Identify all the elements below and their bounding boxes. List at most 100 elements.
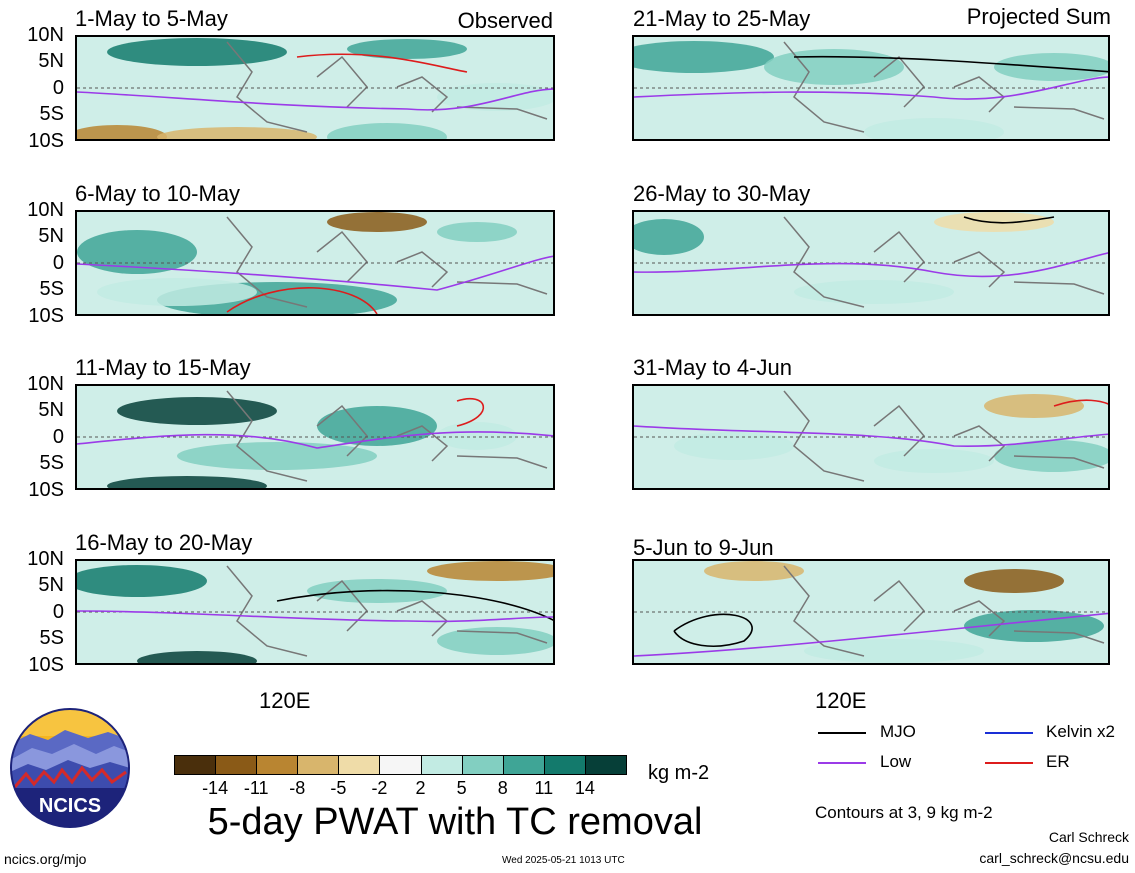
field-anomaly-blob <box>107 476 267 488</box>
field-anomaly-blob <box>994 440 1108 472</box>
colorbar-swatch <box>297 755 340 775</box>
field-anomaly-blob <box>984 394 1084 418</box>
author-email: carl_schreck@ncsu.edu <box>979 850 1129 866</box>
colorbar-swatch <box>502 755 545 775</box>
y-tick-label: 10N <box>27 373 64 395</box>
coastline <box>783 41 1105 133</box>
wave-contour <box>77 88 553 111</box>
colorbar: -14 -11 -8 -5 -2 2 5 8 11 14 <box>174 755 627 805</box>
y-tick-label: 10S <box>28 130 64 152</box>
y-tick-label: 10N <box>27 199 64 221</box>
field-anomaly-blob <box>97 278 257 306</box>
colorbar-swatch <box>174 755 217 775</box>
colorbar-level-label: 5 <box>456 778 467 798</box>
colorbar-swatch <box>338 755 381 775</box>
field-anomaly-blob <box>704 561 804 581</box>
colorbar-swatch <box>379 755 422 775</box>
author-name: Carl Schreck <box>1048 829 1129 845</box>
x-label-right: 120E <box>815 688 867 713</box>
legend-swatch-low <box>818 762 866 764</box>
colorbar-level-label: 2 <box>415 778 426 798</box>
panel-title-4: 16-May to 20-May <box>75 530 253 555</box>
field-anomaly-blob <box>437 422 517 450</box>
coastline <box>783 390 1105 482</box>
pwat-field <box>634 37 1108 139</box>
field-anomaly-blob <box>437 627 553 655</box>
wave-contour <box>226 287 378 314</box>
colorbar-swatch <box>543 755 586 775</box>
y-tick-label: 0 <box>52 77 64 99</box>
field-anomaly-blob <box>634 41 774 73</box>
panel-title-1: 1-May to 5-May <box>75 6 228 31</box>
panel-observed-4 <box>75 559 555 665</box>
colorbar-level-label: -2 <box>371 778 388 798</box>
wave-contour <box>793 55 1108 73</box>
field-anomaly-blob <box>804 639 984 663</box>
logo-text: NCICS <box>39 795 101 817</box>
field-anomaly-blob <box>157 127 317 139</box>
panel-observed-3 <box>75 384 555 490</box>
legend-label-er: ER <box>1046 752 1070 771</box>
wave-contour <box>296 53 468 73</box>
pwat-field <box>634 386 1108 488</box>
wave-contour <box>634 425 1108 448</box>
panel-title-7: 31-May to 4-Jun <box>633 355 792 380</box>
y-tick-label: 5N <box>38 50 64 72</box>
timestamp: Wed 2025-05-21 1013 UTC <box>502 855 625 866</box>
field-anomaly-blob <box>864 118 1004 139</box>
field-anomaly-blob <box>77 565 207 597</box>
field-anomaly-blob <box>964 569 1064 593</box>
coastline <box>226 41 548 133</box>
panel-title-8: 5-Jun to 9-Jun <box>633 535 774 560</box>
field-anomaly-blob <box>117 397 277 425</box>
field-anomaly-blob <box>327 212 427 232</box>
coastline <box>226 216 548 308</box>
pwat-field <box>77 37 553 139</box>
y-tick-label: 5S <box>39 278 64 300</box>
colorbar-level-label: -14 <box>202 778 229 798</box>
x-label-left: 120E <box>259 688 311 713</box>
coastline <box>226 565 548 657</box>
panel-title-2: 6-May to 10-May <box>75 181 241 206</box>
y-tick-label: 10N <box>27 548 64 570</box>
panel-projected-4 <box>632 559 1110 665</box>
legend-label-low: Low <box>880 752 912 771</box>
field-anomaly-blob <box>77 125 167 139</box>
legend-swatch-kelvin <box>985 732 1033 734</box>
y-tick-label: 5S <box>39 103 64 125</box>
panel-title-5: 21-May to 25-May <box>633 6 811 31</box>
wave-contour <box>963 216 1055 224</box>
main-title: 5-day PWAT with TC removal <box>207 801 703 843</box>
colorbar-level-label: 8 <box>497 778 508 798</box>
legend-swatch-mjo <box>818 732 866 734</box>
coastline <box>783 565 1105 657</box>
pwat-field <box>77 212 553 314</box>
legend-swatch-er <box>985 762 1033 764</box>
legend-label-mjo: MJO <box>880 722 916 741</box>
field-anomaly-blob <box>674 432 794 460</box>
y-tick-label: 5N <box>38 399 64 421</box>
colorbar-swatch <box>461 755 504 775</box>
field-anomaly-blob <box>437 222 517 242</box>
panel-observed-1 <box>75 35 555 141</box>
field-anomaly-blob <box>107 38 287 66</box>
y-tick-label: 10S <box>28 654 64 676</box>
wave-contour <box>634 252 1108 278</box>
colorbar-swatch <box>584 755 627 775</box>
panel-observed-2 <box>75 210 555 316</box>
wave-contour <box>276 589 553 621</box>
y-tick-label: 5S <box>39 627 64 649</box>
field-anomaly-blob <box>347 39 467 59</box>
wave-contour <box>1053 399 1108 407</box>
field-anomaly-blob <box>177 442 377 470</box>
y-tick-label: 0 <box>52 426 64 448</box>
contour-note: Contours at 3, 9 kg m-2 <box>815 803 993 822</box>
field-anomaly-blob <box>437 83 553 111</box>
site-url[interactable]: ncics.org/mjo <box>4 851 87 867</box>
panel-title-6: 26-May to 30-May <box>633 181 811 206</box>
panel-projected-2 <box>632 210 1110 316</box>
coastline <box>783 216 1105 308</box>
legend-label-kelvin: Kelvin x2 <box>1046 722 1115 741</box>
panel-projected-3 <box>632 384 1110 490</box>
wave-contour <box>77 431 553 449</box>
